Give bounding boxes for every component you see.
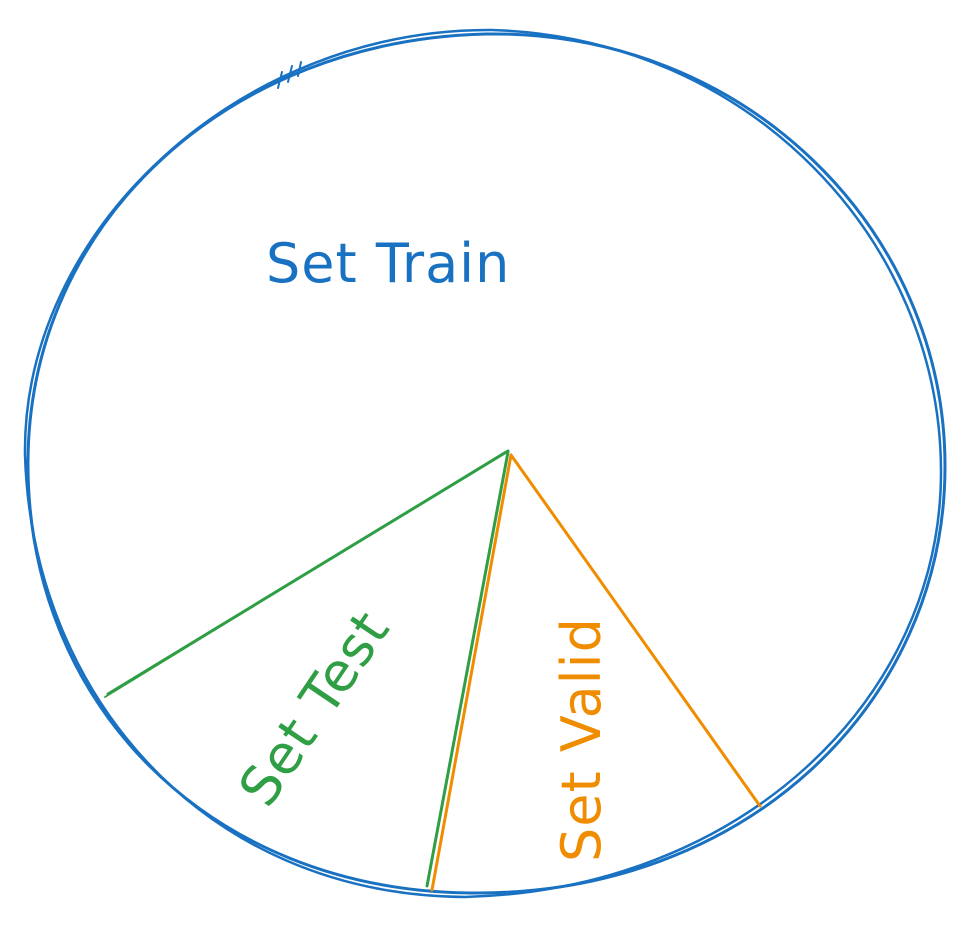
test-slice-edges: [104, 449, 510, 888]
label-set-test: Set Test: [227, 599, 402, 817]
pie-circle: [23, 28, 947, 899]
label-set-valid: Set Valid: [550, 617, 613, 862]
valid-slice-left-edge: [430, 453, 513, 892]
valid-slice-right-edge: [509, 453, 762, 808]
test-slice-right-edge: [425, 450, 510, 888]
label-set-train: Set Train: [266, 232, 510, 295]
valid-slice-edges: [430, 453, 762, 892]
